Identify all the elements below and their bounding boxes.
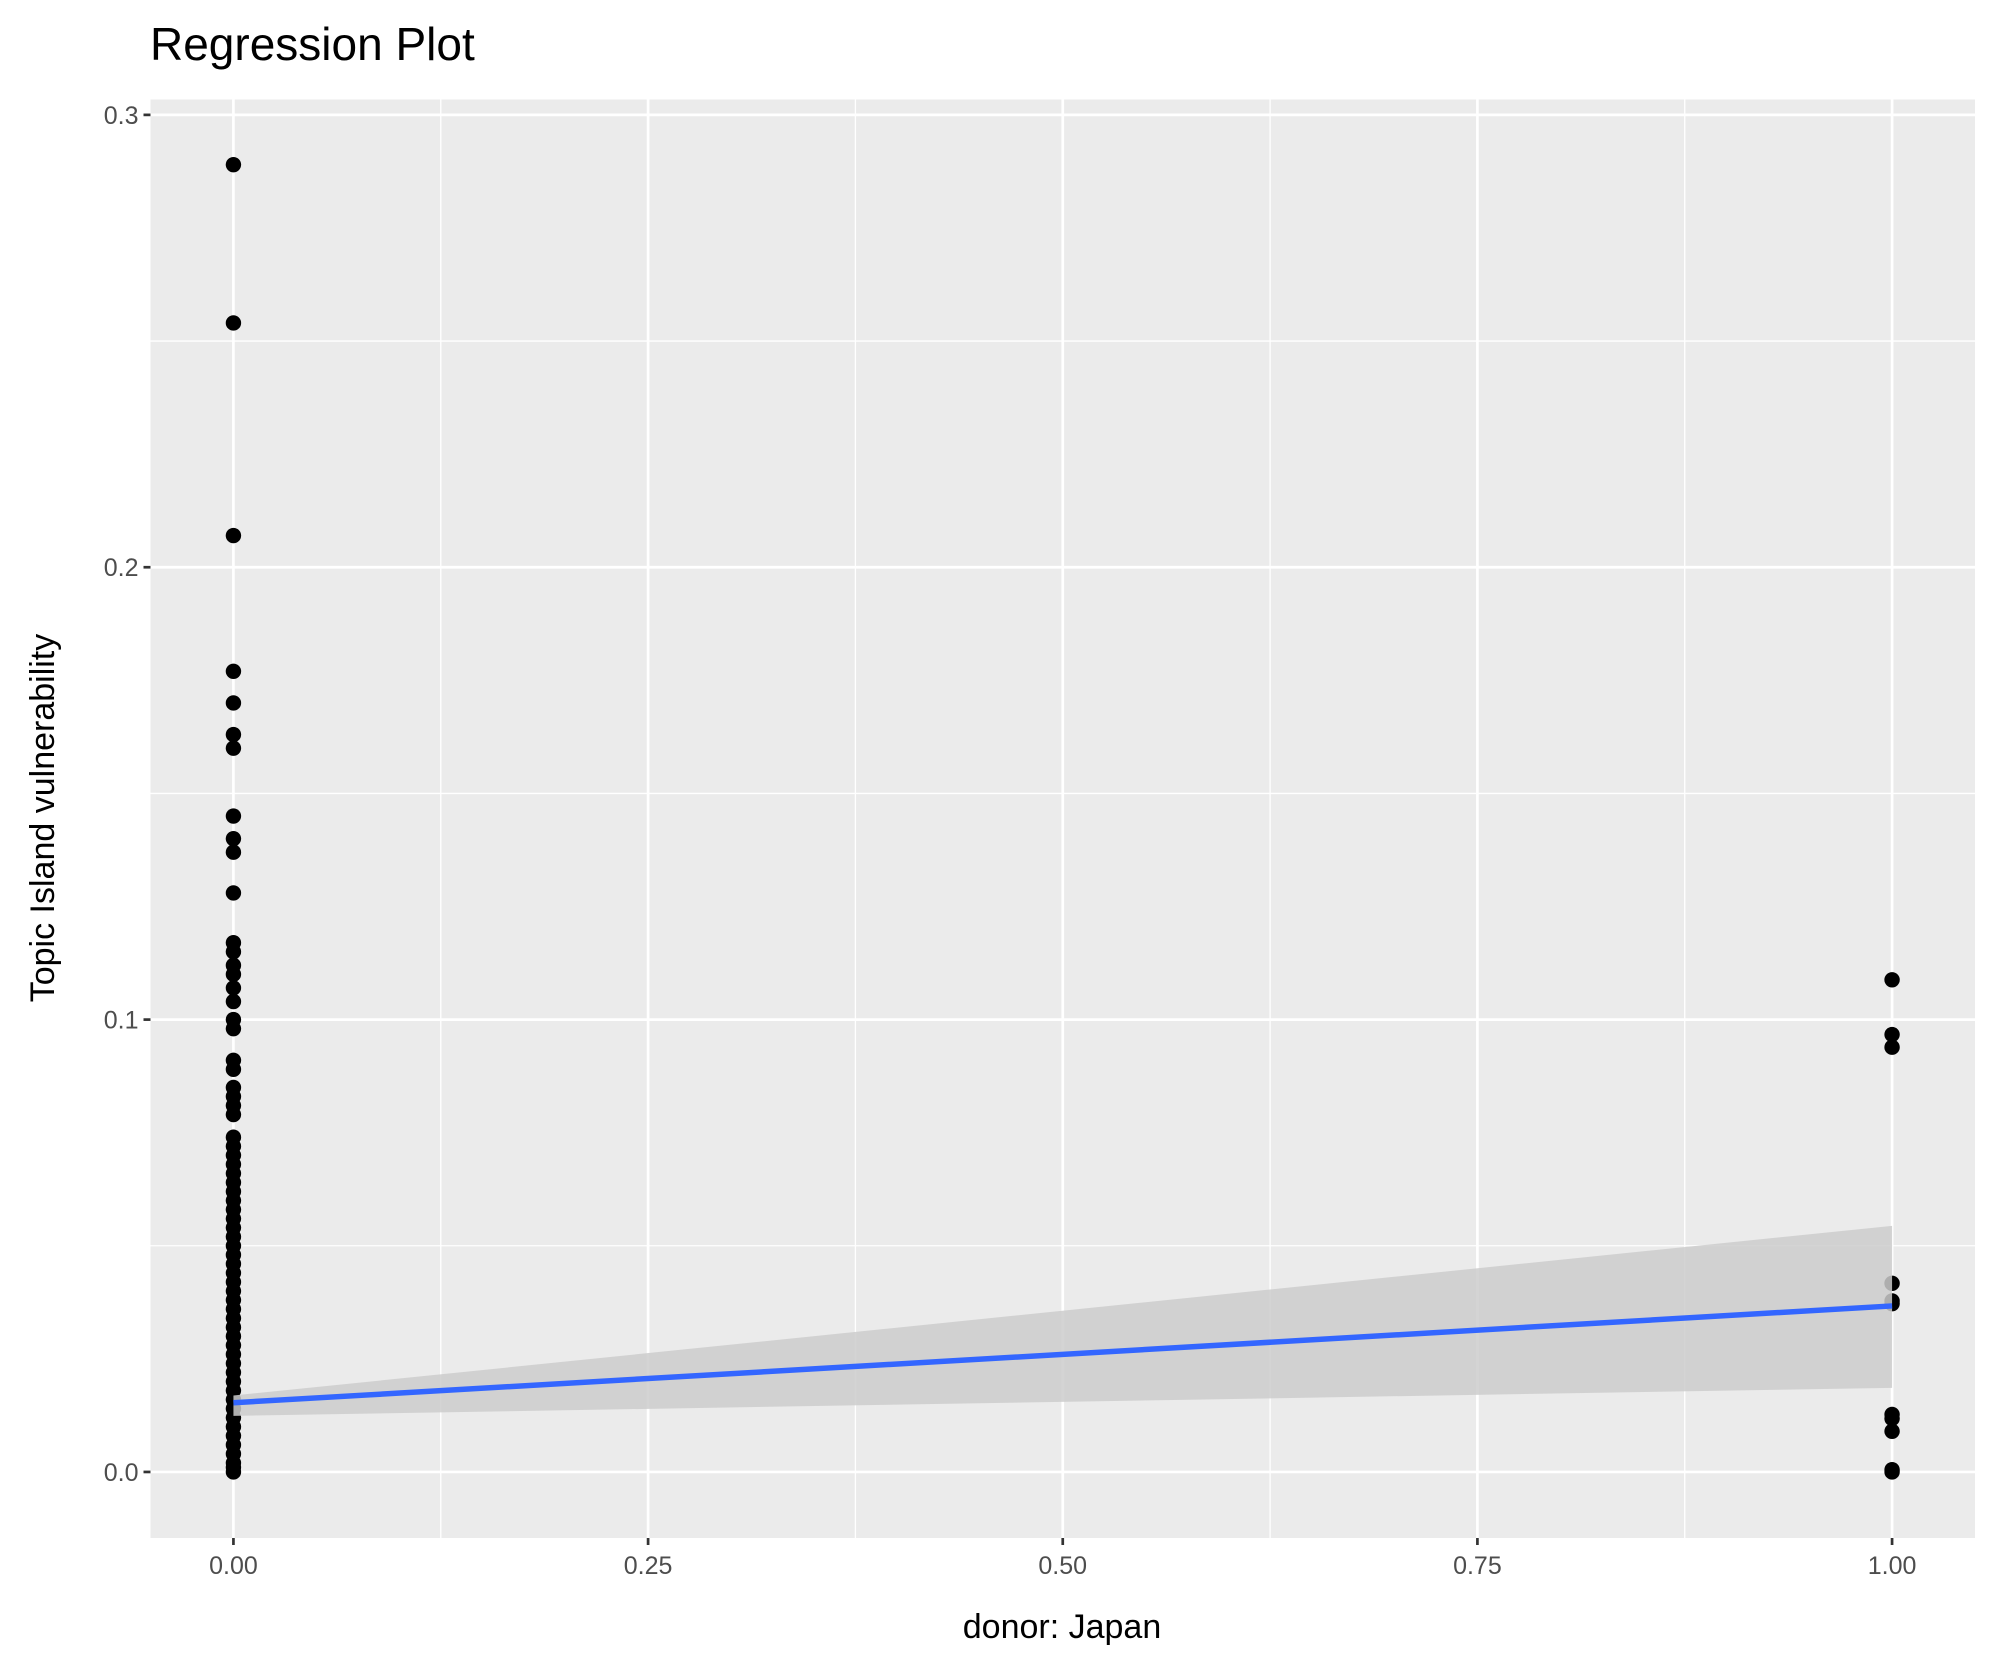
y-tick-label: 0.2 bbox=[104, 554, 139, 582]
point bbox=[225, 527, 242, 544]
point bbox=[225, 993, 242, 1010]
point bbox=[225, 830, 242, 847]
point bbox=[225, 844, 242, 860]
y-tick-label: 0.0 bbox=[104, 1459, 139, 1487]
y-axis-title: Topic Island vulnerability bbox=[24, 634, 62, 1003]
x-tick-label: 0.00 bbox=[209, 1552, 258, 1580]
chart-title: Regression Plot bbox=[150, 18, 475, 70]
point bbox=[1884, 1423, 1900, 1439]
point bbox=[225, 663, 242, 679]
point bbox=[225, 156, 242, 173]
point bbox=[1884, 1026, 1900, 1043]
y-tick-label: 0.1 bbox=[104, 1007, 139, 1035]
point bbox=[1884, 1039, 1900, 1055]
y-tick-label: 0.3 bbox=[104, 102, 139, 130]
confidence-band bbox=[233, 1225, 1893, 1416]
point bbox=[1884, 972, 1900, 988]
x-tick-label: 1.00 bbox=[1868, 1552, 1917, 1580]
point bbox=[225, 980, 242, 996]
point bbox=[225, 726, 242, 743]
point bbox=[225, 808, 242, 824]
point bbox=[225, 315, 242, 331]
point bbox=[225, 1464, 242, 1480]
point bbox=[225, 1061, 242, 1078]
regression-line bbox=[233, 1303, 1893, 1406]
x-axis-title: donor: Japan bbox=[963, 1608, 1162, 1646]
point bbox=[225, 1020, 242, 1037]
point bbox=[225, 695, 242, 711]
x-tick-label: 0.75 bbox=[1453, 1552, 1502, 1580]
point bbox=[225, 944, 242, 960]
point bbox=[1884, 1461, 1900, 1478]
point bbox=[225, 966, 242, 983]
x-tick-label: 0.25 bbox=[624, 1552, 673, 1580]
x-tick-label: 0.50 bbox=[1038, 1552, 1087, 1580]
point bbox=[225, 1106, 242, 1123]
point bbox=[225, 885, 242, 901]
point bbox=[225, 740, 242, 756]
point bbox=[1884, 1410, 1900, 1427]
